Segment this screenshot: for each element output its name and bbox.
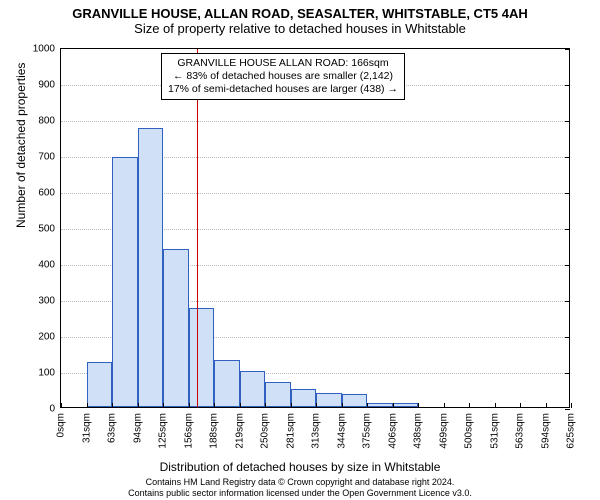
annotation-box: GRANVILLE HOUSE ALLAN ROAD: 166sqm← 83% … [161,53,405,100]
xtick-mark [444,403,445,408]
xtick-label: 250sqm [260,413,271,449]
xtick-mark [163,403,164,408]
xtick-mark [571,403,572,408]
xtick-label: 625sqm [566,413,577,449]
annotation-line3: 17% of semi-detached houses are larger (… [168,83,398,96]
xtick-mark [240,403,241,408]
ytick-label: 300 [38,296,55,307]
histogram-bar [112,157,138,407]
footer-line2: Contains public sector information licen… [0,488,600,499]
xtick-label: 94sqm [132,413,143,443]
xtick-mark [112,403,113,408]
histogram-bar [189,308,215,407]
ytick-mark [565,121,570,122]
xtick-mark [520,403,521,408]
ytick-mark [565,301,570,302]
ytick-label: 900 [38,80,55,91]
xtick-label: 438sqm [413,413,424,449]
xtick-mark [469,403,470,408]
ytick-mark [565,49,570,50]
xtick-label: 31sqm [81,413,92,443]
xtick-mark [138,403,139,408]
histogram-bar [214,360,240,407]
annotation-line1: GRANVILLE HOUSE ALLAN ROAD: 166sqm [168,57,398,70]
xtick-label: 563sqm [515,413,526,449]
xtick-mark [265,403,266,408]
reference-line [197,49,198,407]
y-axis-label: Number of detached properties [14,63,28,228]
xtick-label: 0sqm [56,413,67,437]
ytick-mark [565,409,570,410]
xtick-mark [214,403,215,408]
histogram-bar [240,371,266,407]
ytick-label: 800 [38,116,55,127]
xtick-label: 219sqm [234,413,245,449]
histogram-bar [138,128,164,407]
ytick-mark [565,157,570,158]
histogram-bar [87,362,113,407]
plot-box: 010020030040050060070080090010000sqm31sq… [60,48,570,408]
xtick-mark [189,403,190,408]
histogram-bar [367,403,393,407]
ytick-label: 1000 [33,44,55,55]
xtick-label: 281sqm [285,413,296,449]
xtick-label: 188sqm [209,413,220,449]
xtick-mark [291,403,292,408]
chart-plot-area: 010020030040050060070080090010000sqm31sq… [60,48,570,408]
gridline [61,121,569,122]
xtick-label: 313sqm [311,413,322,449]
xtick-label: 63sqm [107,413,118,443]
xtick-label: 125sqm [158,413,169,449]
ytick-mark [565,265,570,266]
ytick-mark [565,337,570,338]
xtick-mark [342,403,343,408]
xtick-mark [495,403,496,408]
ytick-label: 0 [49,404,55,415]
xtick-mark [546,403,547,408]
histogram-bar [316,393,342,407]
xtick-label: 344sqm [336,413,347,449]
xtick-label: 406sqm [387,413,398,449]
histogram-bar [291,389,317,407]
ytick-mark [565,373,570,374]
xtick-label: 469sqm [438,413,449,449]
xtick-mark [316,403,317,408]
x-axis-label: Distribution of detached houses by size … [0,460,600,474]
xtick-mark [61,403,62,408]
footer-line1: Contains HM Land Registry data © Crown c… [0,477,600,488]
histogram-bar [163,249,189,407]
ytick-label: 600 [38,188,55,199]
footer-attribution: Contains HM Land Registry data © Crown c… [0,477,600,499]
xtick-label: 375sqm [362,413,373,449]
ytick-label: 700 [38,152,55,163]
chart-title-line1: GRANVILLE HOUSE, ALLAN ROAD, SEASALTER, … [0,6,600,21]
ytick-label: 500 [38,224,55,235]
histogram-bar [393,403,419,407]
ytick-mark [565,229,570,230]
ytick-mark [565,193,570,194]
xtick-label: 531sqm [489,413,500,449]
ytick-label: 200 [38,332,55,343]
ytick-label: 100 [38,368,55,379]
xtick-label: 500sqm [464,413,475,449]
xtick-mark [418,403,419,408]
xtick-label: 594sqm [540,413,551,449]
chart-title-line2: Size of property relative to detached ho… [0,21,600,36]
annotation-line2: ← 83% of detached houses are smaller (2,… [168,70,398,83]
xtick-mark [367,403,368,408]
ytick-mark [565,85,570,86]
xtick-mark [393,403,394,408]
xtick-label: 156sqm [183,413,194,449]
ytick-label: 400 [38,260,55,271]
xtick-mark [87,403,88,408]
histogram-bar [265,382,291,407]
histogram-bar [342,394,368,407]
